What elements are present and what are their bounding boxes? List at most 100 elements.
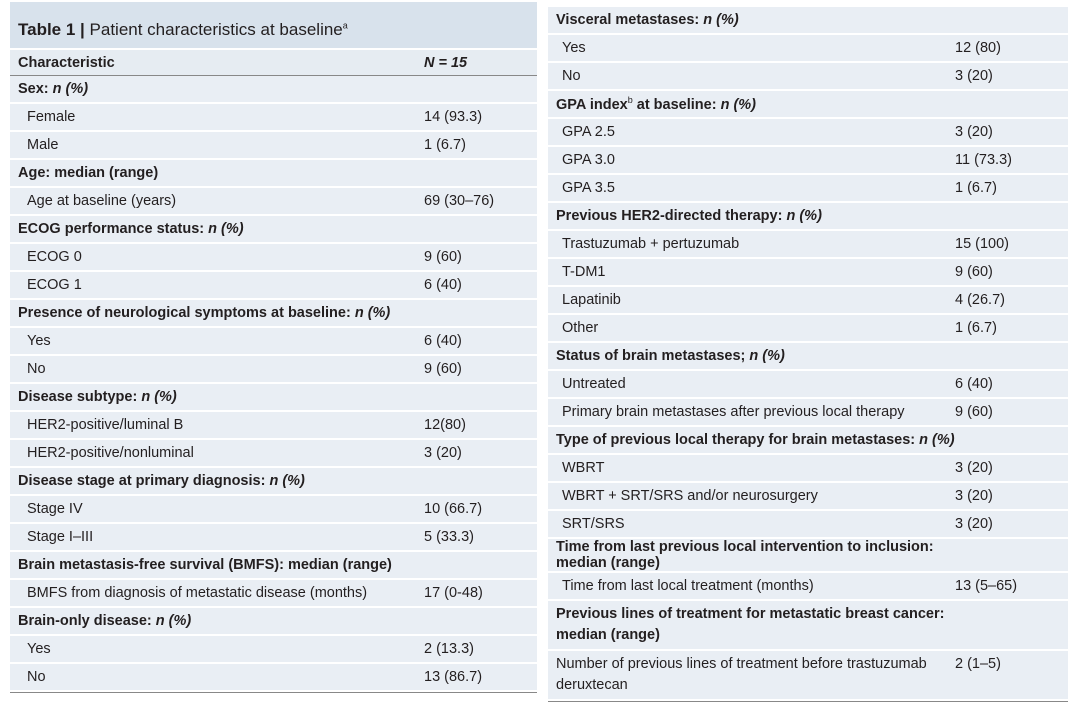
row-value: 9 (60) (955, 404, 993, 420)
table-row: Untreated 6 (40) (548, 371, 1068, 397)
row-label: HER2-positive/luminal B (27, 417, 184, 433)
row-label: Yes (27, 333, 51, 349)
row-label: Primary brain metastases after previous … (562, 404, 905, 420)
row-label: WBRT + SRT/SRS and/or neurosurgery (562, 488, 818, 504)
category-row: Sex: n (%) (10, 76, 537, 102)
category-row: Presence of neurological symptoms at bas… (10, 300, 537, 326)
table-row: No 3 (20) (548, 63, 1068, 89)
row-value: 6 (40) (955, 376, 993, 392)
table-end-rule (10, 692, 537, 693)
table-right-column: Visceral metastases: n (%) Yes 12 (80) No 3 … (548, 7, 1068, 702)
row-label: Number of previous lines of treatment be… (556, 656, 927, 693)
category-row: Age: median (range) (10, 160, 537, 186)
row-label: GPA 3.5 (562, 180, 615, 196)
row-label: Yes (562, 40, 586, 56)
table-row: ECOG 1 6 (40) (10, 272, 537, 298)
category-row: Time from last previous local interventi… (548, 539, 1068, 571)
title-text: Patient characteristics at baseline (84, 20, 343, 39)
row-label: BMFS from diagnosis of metastatic diseas… (27, 585, 368, 601)
category-row: Brain metastasis-free survival (BMFS): m… (10, 552, 537, 578)
row-value: 3 (20) (424, 445, 462, 461)
header-characteristic: Characteristic (18, 54, 115, 71)
row-label: SRT/SRS (562, 516, 625, 532)
row-value: 3 (20) (955, 488, 993, 504)
row-value: 2 (1–5) (955, 656, 1001, 672)
row-label: Type of previous local therapy for brain… (556, 432, 955, 448)
title-footnote-mark: a (342, 20, 348, 31)
row-value: 69 (30–76) (424, 193, 495, 209)
row-value: 11 (73.3) (955, 152, 1012, 168)
row-value: 12 (80) (955, 40, 1001, 56)
category-row: Disease stage at primary diagnosis: n (%… (10, 468, 537, 494)
table-row: Female 14 (93.3) (10, 104, 537, 130)
row-value: 17 (0-48) (424, 585, 483, 601)
row-label: Stage I–III (27, 529, 94, 545)
table-row: GPA 3.0 11 (73.3) (548, 147, 1068, 173)
table-row: HER2-positive/luminal B 12(80) (10, 412, 537, 438)
row-value: 3 (20) (955, 68, 993, 84)
table-row: Stage IV 10 (66.7) (10, 496, 537, 522)
row-label: Yes (27, 641, 51, 657)
row-value: 10 (66.7) (424, 501, 483, 517)
row-label: GPA 3.0 (562, 152, 615, 168)
table-row: Yes 2 (13.3) (10, 636, 537, 662)
table-row: Age at baseline (years) 69 (30–76) (10, 188, 537, 214)
row-label: ECOG 0 (27, 249, 82, 265)
row-value: 9 (60) (424, 249, 462, 265)
table-row: WBRT + SRT/SRS and/or neurosurgery 3 (20) (548, 483, 1068, 509)
table-row: Primary brain metastases after previous … (548, 399, 1068, 425)
row-label: Status of brain metastases; n (%) (556, 348, 785, 364)
row-value: 9 (60) (424, 361, 462, 377)
row-value: 13 (86.7) (424, 669, 483, 685)
table-title: Table 1 | Patient characteristics at bas… (10, 2, 537, 48)
table-row: Yes 12 (80) (548, 35, 1068, 61)
row-value: 1 (6.7) (955, 180, 997, 196)
row-label: Brain metastasis-free survival (BMFS): m… (18, 557, 392, 573)
row-label: No (27, 669, 46, 685)
row-label: GPA indexb at baseline: n (%) (556, 95, 757, 113)
row-label: WBRT (562, 460, 605, 476)
row-value: 12(80) (424, 417, 466, 433)
row-label: Disease subtype: n (%) (18, 389, 177, 405)
table-row: Male 1 (6.7) (10, 132, 537, 158)
header-n: N = 15 (424, 54, 468, 71)
row-label: Lapatinib (562, 292, 621, 308)
table-row: SRT/SRS 3 (20) (548, 511, 1068, 537)
row-value: 9 (60) (955, 264, 993, 280)
row-label: Stage IV (27, 501, 83, 517)
table-row: GPA 2.5 3 (20) (548, 119, 1068, 145)
row-label: Sex: n (%) (18, 81, 89, 97)
row-label: Other (562, 320, 599, 336)
category-row: Status of brain metastases; n (%) (548, 343, 1068, 369)
table-row: Time from last local treatment (months) 1… (548, 573, 1068, 599)
title-number: Table 1 | (18, 20, 85, 39)
row-value: 2 (13.3) (424, 641, 474, 657)
table-row: Stage I–III 5 (33.3) (10, 524, 537, 550)
category-row: ECOG performance status: n (%) (10, 216, 537, 242)
table-row: Number of previous lines of treatment be… (548, 651, 1068, 699)
row-value: 3 (20) (955, 460, 993, 476)
row-label: Age: median (range) (18, 165, 159, 181)
row-value: 3 (20) (955, 124, 993, 140)
row-label: Trastuzumab + pertuzumab (562, 236, 740, 252)
category-row: Brain-only disease: n (%) (10, 608, 537, 634)
category-row: GPA indexb at baseline: n (%) (548, 91, 1068, 117)
row-label: Age at baseline (years) (27, 193, 177, 209)
table-left-column: Table 1 | Patient characteristics at bas… (10, 2, 537, 693)
table-row: Lapatinib 4 (26.7) (548, 287, 1068, 313)
row-value: 13 (5–65) (955, 578, 1018, 594)
table-row: Yes 6 (40) (10, 328, 537, 354)
table-row: ECOG 0 9 (60) (10, 244, 537, 270)
row-value: 4 (26.7) (955, 292, 1005, 308)
row-label: ECOG performance status: n (%) (18, 221, 244, 237)
row-value: 6 (40) (424, 333, 462, 349)
row-label: Untreated (562, 376, 626, 392)
row-label: Male (27, 137, 59, 153)
table-row: Other 1 (6.7) (548, 315, 1068, 341)
table-row: WBRT 3 (20) (548, 455, 1068, 481)
row-label: Female (27, 109, 76, 125)
row-label: Visceral metastases: n (%) (556, 12, 739, 28)
row-value: 14 (93.3) (424, 109, 483, 125)
row-value: 1 (6.7) (424, 137, 466, 153)
row-label: No (562, 68, 581, 84)
